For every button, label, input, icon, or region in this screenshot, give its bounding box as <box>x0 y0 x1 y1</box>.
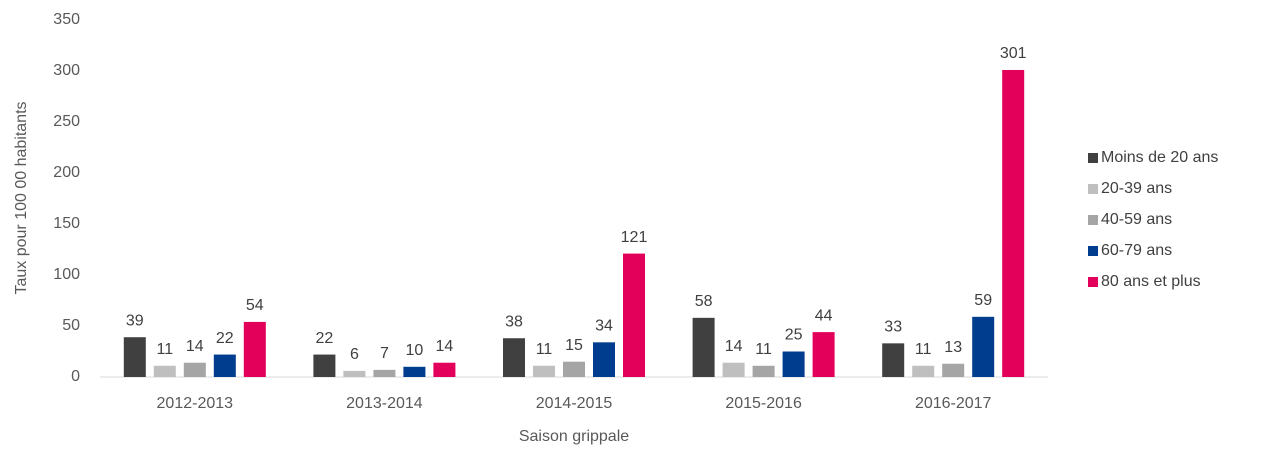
bar <box>912 365 935 377</box>
data-label: 22 <box>216 330 234 347</box>
bar <box>213 354 236 377</box>
y-axis-label: Taux pour 100 00 habitants <box>13 101 30 294</box>
bar <box>972 316 995 377</box>
data-label: 14 <box>725 338 743 355</box>
legend-swatch <box>1088 153 1098 163</box>
data-label: 14 <box>186 338 204 355</box>
legend-label: Moins de 20 ans <box>1101 149 1218 166</box>
legend-label: 40-59 ans <box>1101 211 1172 228</box>
data-label: 15 <box>565 337 583 354</box>
bar <box>563 361 585 377</box>
bar <box>183 362 206 377</box>
bar <box>882 343 905 377</box>
legend-swatch <box>1088 277 1098 287</box>
data-label: 121 <box>621 229 648 246</box>
bar <box>692 317 715 377</box>
bar <box>343 370 366 377</box>
bar <box>403 366 426 377</box>
x-axis-label: Saison grippale <box>519 428 629 445</box>
data-label: 11 <box>156 341 173 358</box>
data-label: 25 <box>785 327 803 344</box>
data-label: 11 <box>536 341 553 358</box>
data-label: 14 <box>436 338 454 355</box>
x-tick-label: 2015-2016 <box>725 395 802 412</box>
bar <box>623 253 645 377</box>
bar <box>593 342 615 377</box>
y-tick-label: 150 <box>53 215 80 232</box>
legend-swatch <box>1088 246 1098 256</box>
bar <box>373 369 396 377</box>
data-label: 11 <box>755 341 772 358</box>
bar <box>243 321 266 377</box>
data-label: 34 <box>595 318 613 335</box>
data-label: 38 <box>505 313 523 330</box>
data-label: 39 <box>126 312 144 329</box>
data-label: 301 <box>1000 45 1027 62</box>
bar <box>313 354 336 377</box>
y-tick-label: 100 <box>53 266 80 283</box>
data-label: 58 <box>695 293 713 310</box>
data-label: 22 <box>316 330 334 347</box>
legend-swatch <box>1088 215 1098 225</box>
data-label: 11 <box>915 341 932 358</box>
bar <box>812 332 835 377</box>
data-label: 10 <box>406 342 424 359</box>
data-label: 13 <box>944 339 962 356</box>
legend-label: 60-79 ans <box>1101 242 1172 259</box>
data-label: 54 <box>246 297 264 314</box>
bar <box>503 338 525 377</box>
bar <box>153 365 176 377</box>
bar <box>123 337 146 377</box>
data-label: 6 <box>350 346 359 363</box>
y-tick-label: 350 <box>53 11 80 28</box>
legend-label: 80 ans et plus <box>1101 273 1201 290</box>
bar <box>942 363 965 377</box>
y-tick-label: 0 <box>71 368 80 385</box>
data-label: 59 <box>974 292 992 309</box>
y-tick-label: 250 <box>53 113 80 130</box>
bar <box>722 362 745 377</box>
bar <box>533 365 555 377</box>
x-tick-label: 2013-2014 <box>346 395 423 412</box>
legend-label: 20-39 ans <box>1101 180 1172 197</box>
legend-swatch <box>1088 184 1098 194</box>
x-tick-label: 2016-2017 <box>915 395 992 412</box>
bar <box>752 365 775 377</box>
y-tick-label: 50 <box>62 317 80 334</box>
bar <box>433 362 456 377</box>
y-tick-label: 200 <box>53 164 80 181</box>
bar <box>1002 69 1025 377</box>
x-tick-label: 2014-2015 <box>536 395 613 412</box>
data-label: 44 <box>815 307 833 324</box>
y-tick-label: 300 <box>53 62 80 79</box>
data-label: 7 <box>380 345 389 362</box>
x-tick-label: 2012-2013 <box>157 395 234 412</box>
bar <box>782 351 805 377</box>
data-label: 33 <box>884 319 902 336</box>
